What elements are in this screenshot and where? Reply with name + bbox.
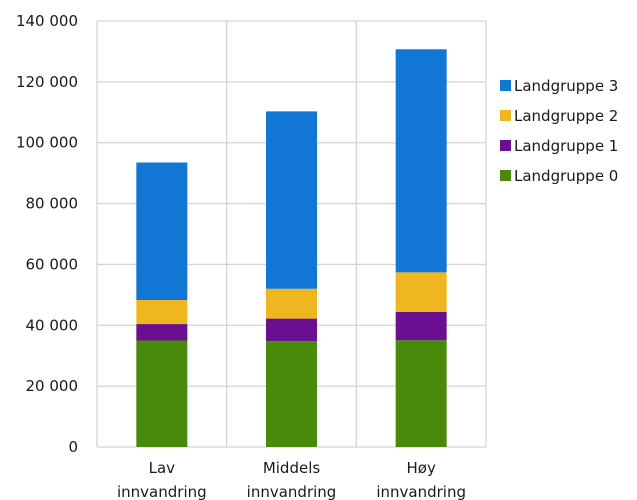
bar-segment-landgruppe-0 bbox=[395, 340, 447, 447]
bar-segment-landgruppe-2 bbox=[395, 272, 447, 312]
bar-segment-landgruppe-3 bbox=[136, 162, 188, 301]
y-tick-label: 40 000 bbox=[26, 316, 79, 334]
y-tick-label: 80 000 bbox=[26, 195, 79, 213]
legend-label: Landgruppe 1 bbox=[514, 137, 618, 155]
bar-segment-landgruppe-3 bbox=[266, 111, 317, 289]
y-tick-label: 140 000 bbox=[16, 12, 78, 30]
bar-segment-landgruppe-2 bbox=[136, 300, 188, 325]
x-tick-label: Lav bbox=[149, 459, 176, 477]
bar-segment-landgruppe-3 bbox=[395, 49, 447, 273]
x-tick-label: innvandring bbox=[247, 483, 337, 500]
bar-segment-landgruppe-0 bbox=[136, 340, 188, 447]
x-tick-label: innvandring bbox=[376, 483, 466, 500]
bars bbox=[136, 49, 447, 447]
x-tick-label: Høy bbox=[406, 459, 435, 477]
bar-segment-landgruppe-2 bbox=[266, 288, 317, 319]
legend-swatch bbox=[500, 170, 511, 181]
legend-label: Landgruppe 3 bbox=[514, 77, 618, 95]
x-tick-label: innvandring bbox=[117, 483, 207, 500]
bar-segment-landgruppe-1 bbox=[266, 318, 317, 342]
y-axis-labels: 0 20 000 40 000 60 000 80 000 100 000 120 000 1… bbox=[16, 12, 78, 456]
y-tick-label: 20 000 bbox=[26, 377, 79, 395]
y-tick-label: 120 000 bbox=[16, 73, 78, 91]
y-tick-label: 100 000 bbox=[16, 134, 78, 152]
legend-swatch bbox=[500, 80, 511, 91]
legend-swatch bbox=[500, 110, 511, 121]
legend-label: Landgruppe 0 bbox=[514, 167, 618, 185]
bar-segment-landgruppe-1 bbox=[136, 324, 188, 341]
bar-segment-landgruppe-1 bbox=[395, 311, 447, 341]
x-axis-labels: Lav innvandring Middels innvandring Høy innva… bbox=[117, 459, 466, 500]
legend-label: Landgruppe 2 bbox=[514, 107, 618, 125]
bar-segment-landgruppe-0 bbox=[266, 341, 317, 447]
legend-swatch bbox=[500, 140, 511, 151]
y-tick-label: 60 000 bbox=[26, 255, 79, 273]
y-tick-label: 0 bbox=[68, 438, 78, 456]
x-tick-label: Middels bbox=[263, 459, 321, 477]
legend: Landgruppe 3 Landgruppe 2 Landgruppe 1 Land… bbox=[500, 77, 618, 185]
